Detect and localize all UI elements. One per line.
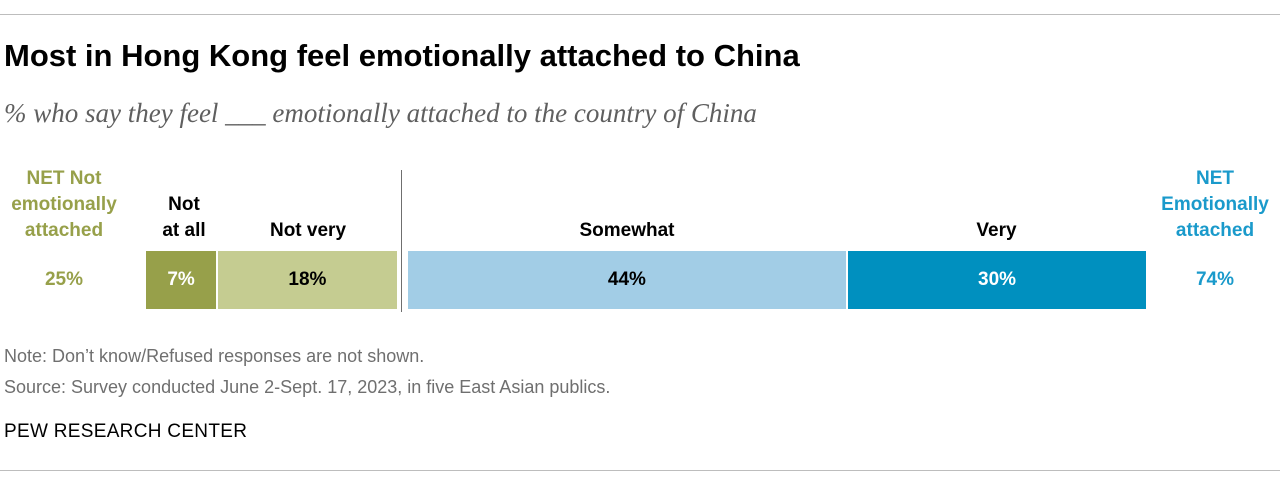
net-emotionally-attached-header: NET Emotionally attached bbox=[1161, 168, 1269, 241]
chart-subtitle: % who say they feel ___ emotionally atta… bbox=[4, 98, 757, 128]
note-text: Note: Don’t know/Refused responses are n… bbox=[4, 346, 425, 366]
chart-title: Most in Hong Kong feel emotionally attac… bbox=[4, 38, 800, 73]
net-not-attached-value: 25% bbox=[44, 269, 84, 290]
bar-label-somewhat: 44% bbox=[607, 269, 646, 290]
net-not-attached-header: NET Not emotionally attached bbox=[11, 168, 117, 241]
bar-segment-not-at-all bbox=[146, 251, 216, 309]
not-very-header: Not very bbox=[269, 220, 347, 241]
somewhat-header: Somewhat bbox=[579, 220, 675, 241]
bar-segment-very bbox=[847, 251, 1147, 309]
bar-label-very: 30% bbox=[978, 269, 1017, 290]
bottom-rule bbox=[0, 470, 1280, 471]
not-at-all-header: Not at all bbox=[162, 194, 206, 241]
pew-credit: PEW RESEARCH CENTER bbox=[4, 421, 248, 442]
bar-label-not-very: 18% bbox=[288, 269, 327, 290]
bar-segment-not-very bbox=[217, 251, 397, 309]
source-text: Source: Survey conducted June 2-Sept. 17… bbox=[4, 377, 611, 397]
bar-segment-somewhat bbox=[408, 251, 846, 309]
net-emotionally-attached-value: 74% bbox=[1195, 269, 1235, 290]
top-rule bbox=[0, 14, 1280, 15]
neutral-divider bbox=[401, 170, 402, 312]
very-header: Very bbox=[976, 220, 1017, 241]
bar-label-not-at-all: 7% bbox=[167, 269, 195, 290]
